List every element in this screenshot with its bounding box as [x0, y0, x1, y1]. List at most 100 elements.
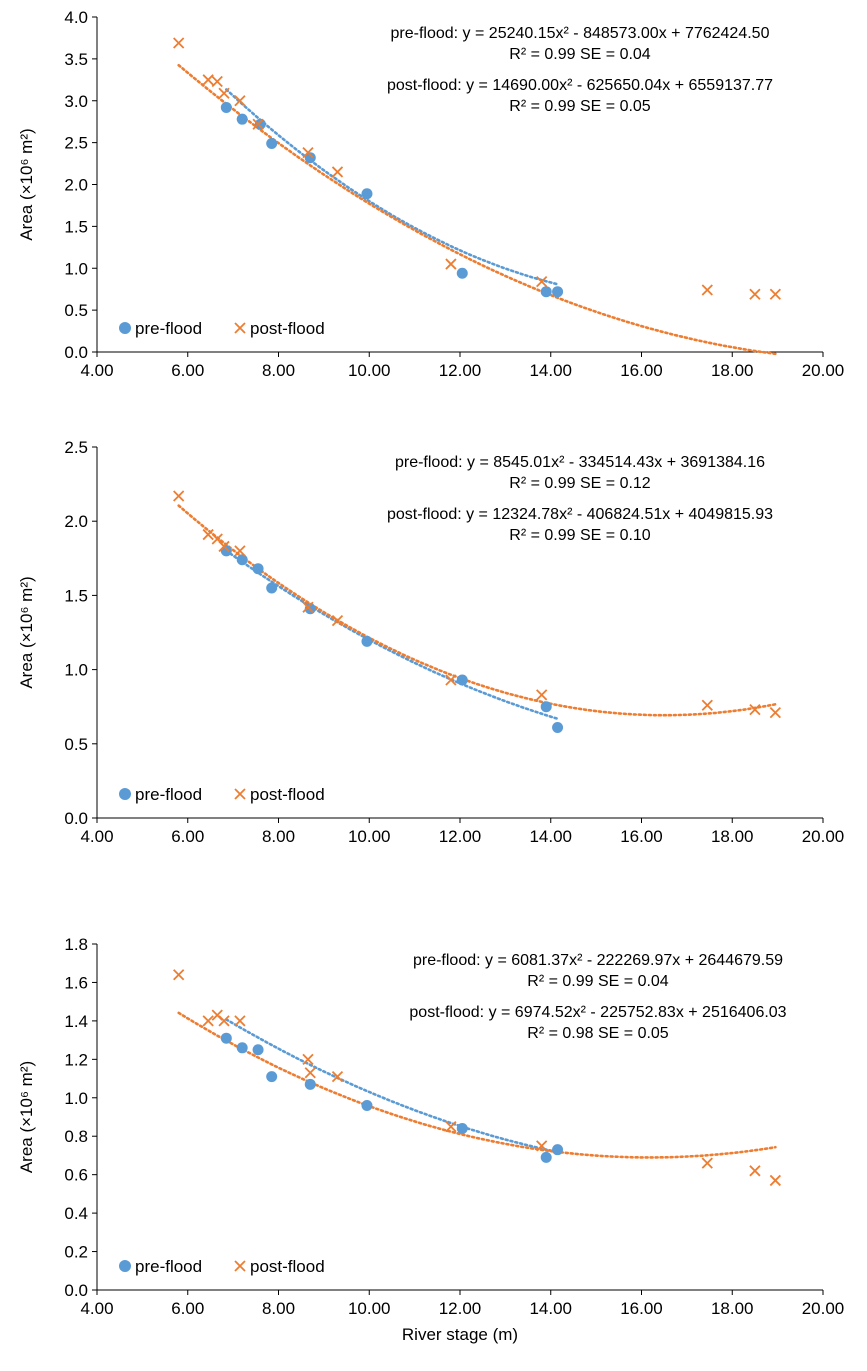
- y-tick-label: 0.2: [64, 1243, 88, 1262]
- post-flood-point: [173, 969, 185, 981]
- pre-flood-point: [540, 286, 552, 298]
- x-tick-label: 14.00: [529, 827, 572, 846]
- y-tick-label: 3.5: [64, 50, 88, 69]
- y-tick-label: 1.2: [64, 1050, 88, 1069]
- x-tick-label: 16.00: [620, 827, 663, 846]
- x-tick-label: 14.00: [529, 1299, 572, 1318]
- x-tick-label: 14.00: [529, 361, 572, 380]
- post-flood-point: [536, 1140, 548, 1152]
- equation-annotation: post-flood: y = 12324.78x² - 406824.51x …: [387, 506, 773, 523]
- y-tick-label: 1.8: [64, 935, 88, 954]
- legend-pre-flood-label: pre-flood: [135, 319, 202, 338]
- legend-pre-flood-label: pre-flood: [135, 1257, 202, 1276]
- post-flood-point: [701, 284, 713, 296]
- x-tick-label: 20.00: [802, 827, 845, 846]
- x-tick-label: 12.00: [439, 361, 482, 380]
- pre-flood-point: [552, 1144, 564, 1156]
- pre-flood-point: [456, 674, 468, 686]
- y-tick-label: 2.5: [64, 438, 88, 457]
- post-flood-point: [211, 75, 223, 88]
- y-tick-label: 0.6: [64, 1166, 88, 1185]
- y-tick-label: 1.5: [64, 586, 88, 605]
- pre-flood-point: [552, 721, 564, 733]
- post-flood-trendline: [177, 63, 777, 356]
- equation-annotation: R² = 0.98 SE = 0.05: [527, 1025, 669, 1042]
- x-tick-label: 8.00: [262, 361, 295, 380]
- x-tick-label: 6.00: [171, 827, 204, 846]
- x-tick-label: 16.00: [620, 361, 663, 380]
- post-flood-point: [749, 704, 761, 716]
- post-flood-point: [218, 540, 230, 553]
- x-tick-label: 6.00: [171, 361, 204, 380]
- x-tick-label: 4.00: [80, 827, 113, 846]
- pre-flood-point: [540, 1151, 552, 1163]
- legend-pre-flood-marker: [119, 788, 131, 800]
- legend-post-flood-marker: [234, 322, 246, 334]
- equation-annotation: R² = 0.99 SE = 0.04: [509, 46, 651, 63]
- y-tick-label: 0.0: [64, 809, 88, 828]
- x-tick-label: 18.00: [711, 827, 754, 846]
- post-flood-point: [252, 118, 264, 130]
- equation-annotation: R² = 0.99 SE = 0.10: [509, 527, 651, 544]
- y-axis-title: Area (×10⁶ m²): [17, 1061, 36, 1173]
- equation-annotation: R² = 0.99 SE = 0.05: [509, 98, 651, 115]
- pre-flood-point: [304, 1078, 316, 1090]
- x-axis-title: River stage (m): [402, 1325, 518, 1344]
- post-flood-point: [445, 674, 457, 686]
- post-flood-point: [234, 545, 246, 557]
- y-tick-label: 1.0: [64, 661, 88, 680]
- legend-post-flood-marker: [234, 788, 246, 800]
- y-tick-label: 1.0: [64, 259, 88, 278]
- pre-flood-point: [361, 188, 373, 200]
- x-tick-label: 4.00: [80, 361, 113, 380]
- pre-flood-point: [304, 152, 316, 164]
- pre-flood-point: [252, 563, 264, 575]
- post-flood-point: [701, 699, 713, 711]
- y-tick-label: 0.5: [64, 301, 88, 320]
- post-flood-trendline: [177, 504, 777, 717]
- y-axis-title: Area (×10⁶ m²): [17, 576, 36, 688]
- equation-annotation: pre-flood: y = 8545.01x² - 334514.43x + …: [395, 454, 765, 471]
- y-axis-title: Area (×10⁶ m²): [17, 128, 36, 240]
- pre-flood-point: [266, 1071, 278, 1083]
- post-flood-point: [202, 528, 214, 541]
- pre-flood-trendline: [225, 549, 559, 721]
- equation-annotation: pre-flood: y = 25240.15x² - 848573.00x +…: [391, 25, 770, 42]
- y-tick-label: 1.5: [64, 217, 88, 236]
- legend-pre-flood-label: pre-flood: [135, 785, 202, 804]
- y-tick-label: 3.0: [64, 92, 88, 111]
- y-tick-label: 1.0: [64, 1089, 88, 1108]
- chart-2: 0.0 0.5 1.0 1.5 2.0 2.5 4.00 6.00 8.00 10.00 12.00…: [17, 438, 844, 846]
- y-tick-label: 0.0: [64, 343, 88, 362]
- pre-flood-point: [456, 1123, 468, 1135]
- post-flood-point: [302, 601, 314, 613]
- legend-post-flood-label: post-flood: [250, 785, 325, 804]
- pre-flood-point: [254, 118, 266, 130]
- x-tick-label: 18.00: [711, 361, 754, 380]
- post-flood-point: [234, 95, 246, 107]
- equation-annotation: post-flood: y = 14690.00x² - 625650.04x …: [387, 77, 773, 94]
- x-tick-label: 6.00: [171, 1299, 204, 1318]
- y-tick-label: 2.0: [64, 176, 88, 195]
- x-tick-label: 12.00: [439, 1299, 482, 1318]
- x-tick-label: 16.00: [620, 1299, 663, 1318]
- equation-annotation: post-flood: y = 6974.52x² - 225752.83x +…: [409, 1004, 786, 1021]
- post-flood-point: [331, 1070, 344, 1083]
- pre-flood-point: [220, 101, 232, 113]
- x-tick-label: 20.00: [802, 1299, 845, 1318]
- post-flood-point: [445, 1120, 457, 1133]
- pre-flood-point: [361, 635, 373, 647]
- chart-3: 0.0 0.2 0.4 0.6 0.8 1.0 1.2 1.4 1.6 1.8 4.00 6.00 8.…: [17, 935, 844, 1344]
- legend-post-flood-marker: [234, 1260, 246, 1272]
- y-tick-label: 2.5: [64, 134, 88, 153]
- post-flood-point: [331, 614, 344, 627]
- chart-1: 0.0 0.5 1.0 1.5 2.0 2.5 3.0 3.5 4.0 4.00 6.00 8.00 1…: [17, 8, 844, 380]
- pre-flood-point: [236, 554, 248, 566]
- pre-flood-trendline: [225, 88, 559, 286]
- pre-flood-point: [220, 1032, 232, 1044]
- legend-post-flood-label: post-flood: [250, 319, 325, 338]
- post-flood-point: [302, 147, 314, 159]
- pre-flood-trendline: [225, 1018, 559, 1154]
- post-flood-point: [749, 288, 761, 300]
- post-flood-point: [749, 1165, 761, 1177]
